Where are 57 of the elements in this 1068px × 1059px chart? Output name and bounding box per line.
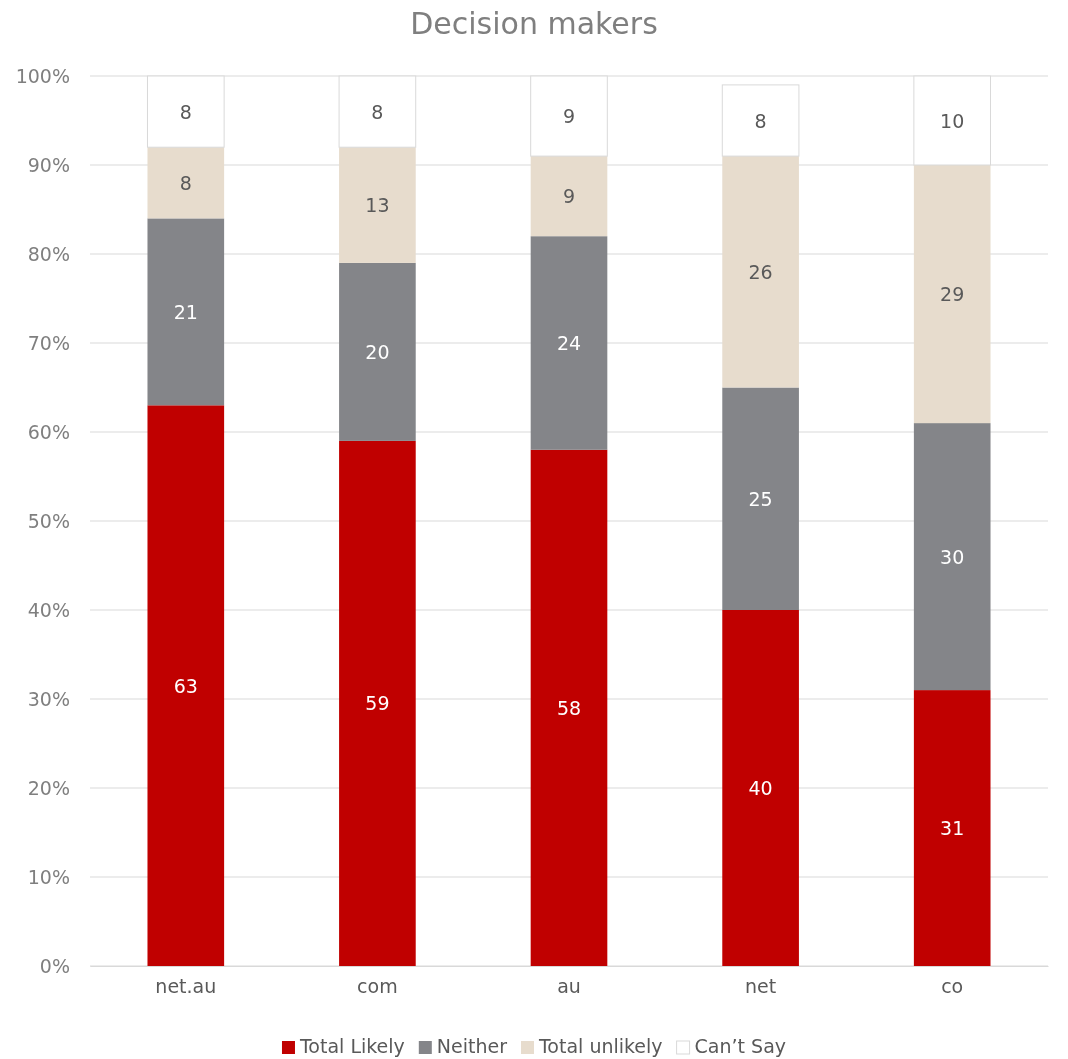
chart-title: Decision makers [410,6,658,41]
bar [339,440,416,966]
bar [913,690,991,966]
data-label: 26 [748,260,773,283]
data-label: 10 [940,109,965,132]
y-tick-label: 80% [27,242,70,265]
bar [147,218,225,406]
bar [722,610,799,966]
data-label: 30 [940,545,965,568]
data-label: 25 [748,487,773,510]
legend-label: Neither [436,1035,508,1057]
y-tick-label: 10% [27,865,70,888]
data-label: 29 [940,283,965,306]
data-label: 31 [940,817,965,840]
x-tick-label: com [357,975,398,998]
legend-label: Total Likely [298,1035,405,1057]
y-tick-label: 60% [27,420,70,443]
bar [530,449,608,966]
data-label: 8 [754,109,767,132]
bar [339,147,416,263]
bar [147,147,225,219]
x-tick-label: net [745,975,777,998]
y-tick-label: 40% [27,598,70,621]
bar [722,156,799,388]
y-tick-label: 90% [27,153,70,176]
y-tick-label: 50% [27,509,70,532]
y-tick-label: 30% [27,687,70,710]
data-label: 58 [556,696,582,719]
data-label: 8 [371,100,384,123]
bar [913,165,991,424]
data-label: 63 [173,674,198,697]
data-label: 9 [562,105,576,128]
data-label: 8 [179,100,192,123]
x-tick-label: co [941,975,964,998]
x-tick-label: net.au [155,975,217,998]
y-tick-label: 0% [39,954,70,977]
data-label: 24 [556,332,582,354]
data-label: 9 [562,185,576,208]
x-tick-label: au [557,975,581,998]
legend-label: Total unlikely [537,1035,663,1057]
legend-label: Can’t Say [694,1035,787,1057]
y-tick-label: 20% [27,776,70,799]
bar [721,84,800,157]
bar [722,387,799,610]
bar [147,405,225,966]
data-label: 21 [173,300,198,323]
data-label: 20 [365,340,390,363]
bar [913,423,991,691]
bar [530,156,608,237]
bar [339,262,416,441]
bar [530,236,608,450]
y-tick-label: 100% [15,64,70,87]
data-label: 40 [748,777,773,799]
data-label: 8 [179,171,192,194]
y-tick-label: 70% [27,331,70,354]
data-label: 59 [365,692,390,715]
data-label: 13 [365,194,390,217]
